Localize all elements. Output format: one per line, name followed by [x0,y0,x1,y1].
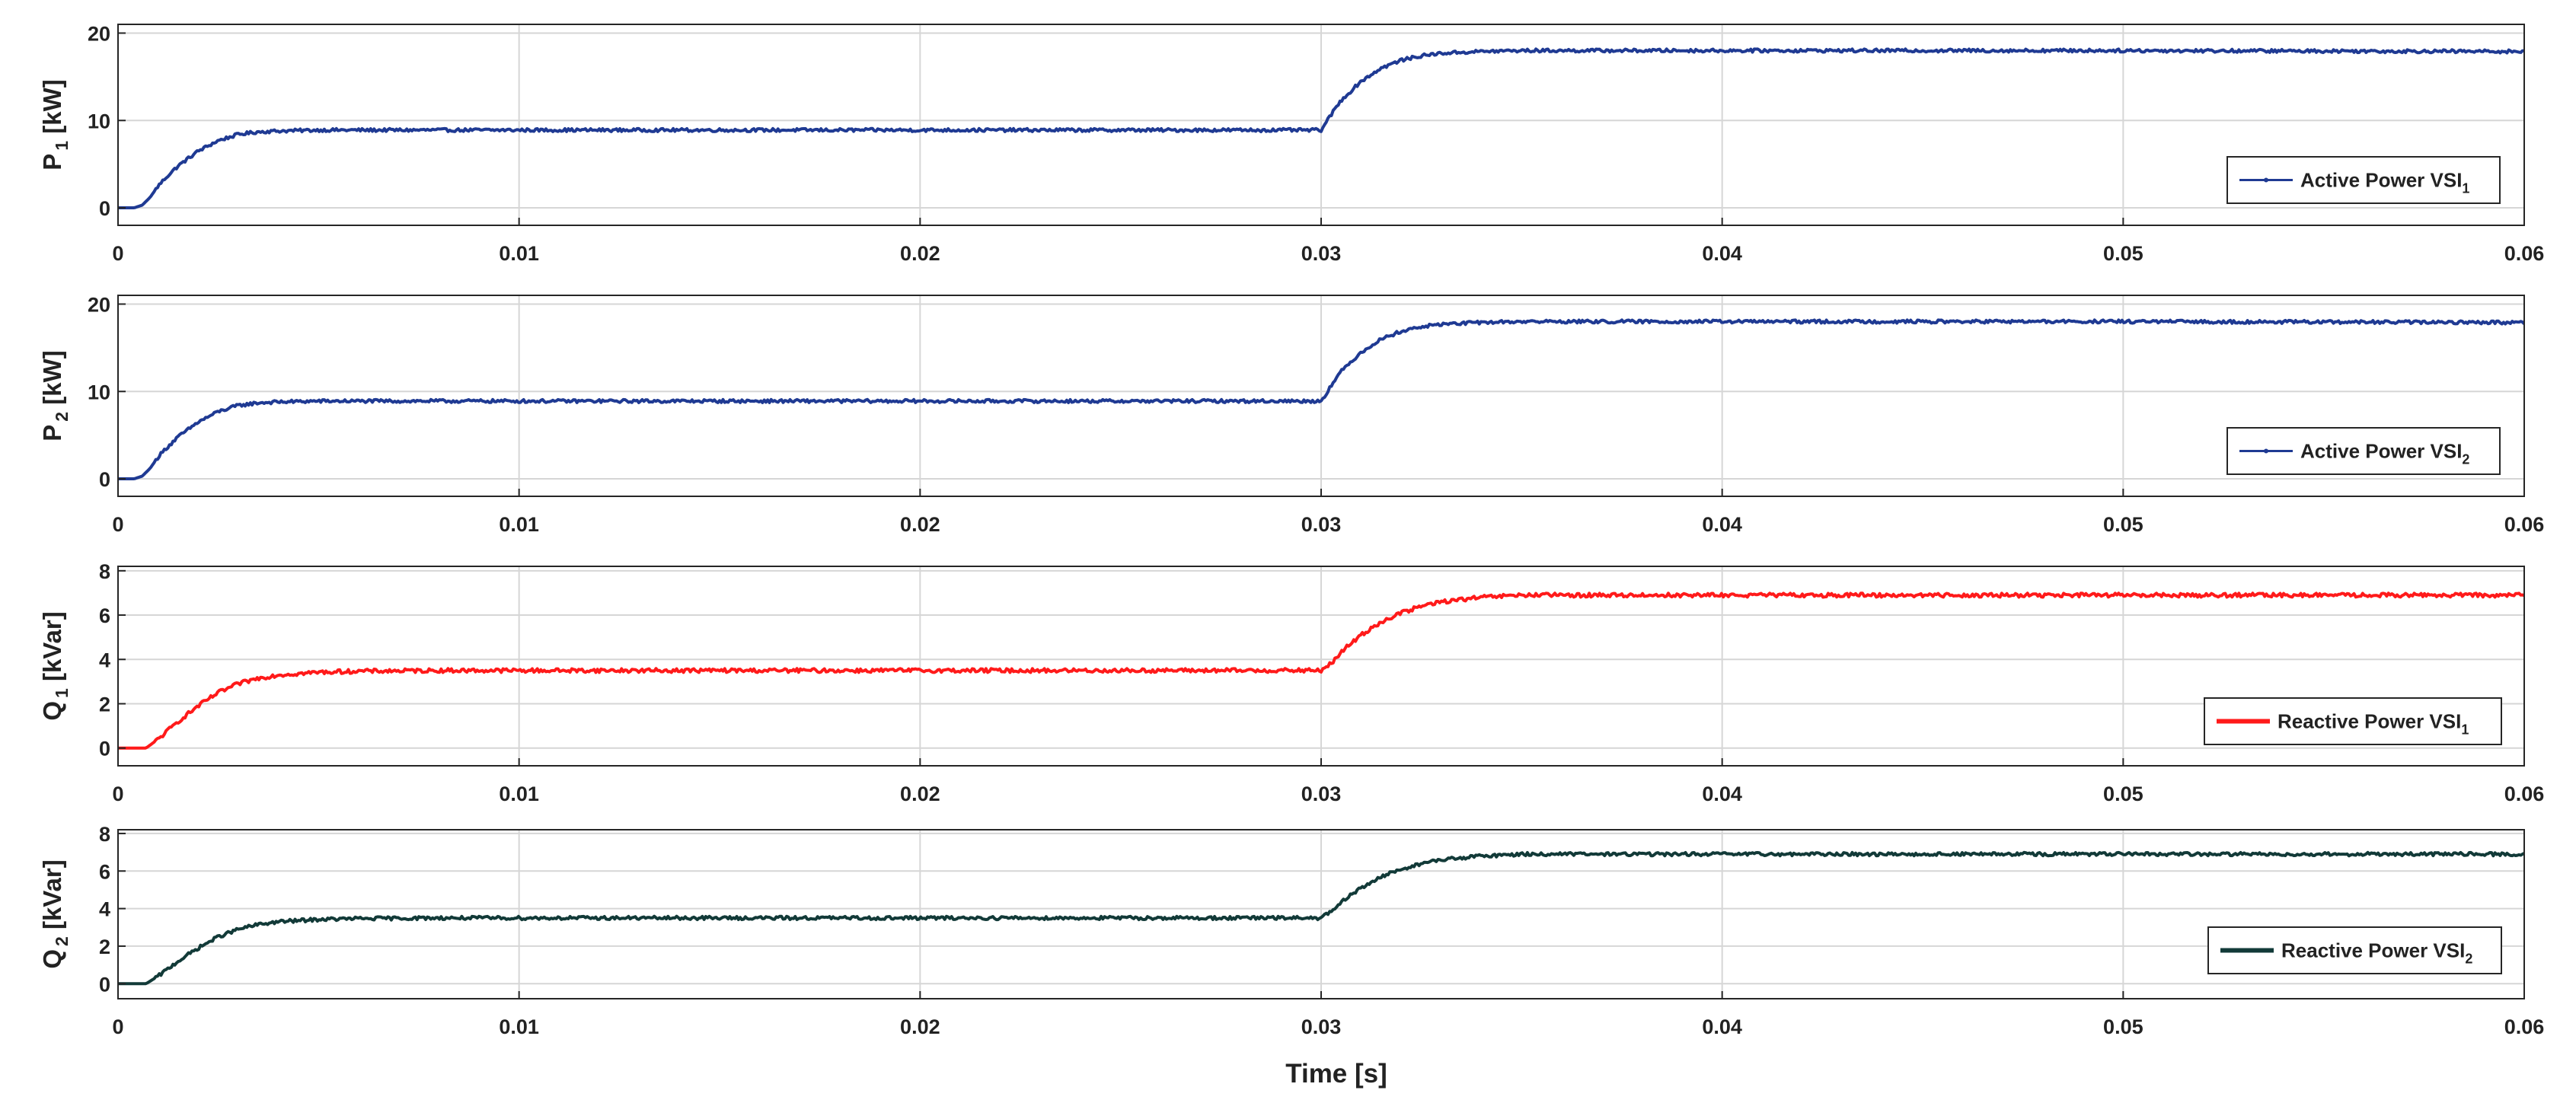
legend: Active Power VSI2 [2226,427,2501,475]
x-tick-label: 0.05 [2103,242,2143,265]
x-tick-label: 0.02 [900,513,940,536]
y-tick-label: 0 [99,197,110,220]
x-tick-label: 0.04 [1702,1015,1742,1038]
x-tick-label: 0.05 [2103,513,2143,536]
series-line-3 [118,591,2524,750]
x-tick-label: 0.01 [499,513,539,536]
y-tick-label: 6 [99,604,110,627]
y-tick-label: 2 [99,693,110,716]
legend-label: Active Power VSI1 [2300,169,2469,196]
panel-4: 0 0.01 0.02 0.03 0.04 0.05 0.06 0 2 4 6 8 Q2 [kVar] T… [38,823,2544,1089]
y-tick-label: 20 [88,293,110,316]
x-tick-label: 0.05 [2103,783,2143,805]
legend-label: Reactive Power VSI1 [2278,710,2469,738]
legend-marker [2264,448,2268,454]
y-axis-label: P1 [kW] [38,79,72,170]
x-tick-label: 0.01 [499,1015,539,1038]
legend-label: Active Power VSI2 [2300,440,2469,467]
x-tick-label: 0.06 [2504,783,2545,805]
panel-1: 0 0.01 0.02 0.03 0.04 0.05 0.06 0 10 20 P1 [kW] Act… [38,22,2544,265]
x-tick-label: 0.04 [1702,513,1742,536]
y-tick-label: 6 [99,860,110,883]
x-tick-label: 0.03 [1301,513,1342,536]
y-tick-label: 8 [99,823,110,846]
legend-marker [2264,177,2268,183]
y-tick-label: 8 [99,560,110,583]
x-tick-label: 0.02 [900,1015,940,1038]
y-tick-label: 0 [99,973,110,996]
x-tick-label: 0.03 [1301,242,1342,265]
y-tick-label: 4 [99,898,110,921]
x-axis-label: Time [s] [1285,1059,1387,1089]
legend: Active Power VSI1 [2226,156,2501,204]
x-tick-label: 0.01 [499,242,539,265]
y-tick-label: 20 [88,22,110,45]
x-tick-label: 0.03 [1301,783,1342,805]
series-line-4 [118,850,2524,986]
x-tick-label: 0.06 [2504,1015,2545,1038]
x-tick-label: 0 [112,513,123,536]
x-tick-label: 0 [112,1015,123,1038]
legend: Reactive Power VSI1 [2204,697,2502,745]
series-line-2 [118,318,2524,480]
x-tick-label: 0.03 [1301,1015,1342,1038]
x-tick-label: 0 [112,242,123,265]
x-tick-label: 0.01 [499,783,539,805]
x-tick-label: 0.06 [2504,242,2545,265]
x-tick-label: 0.06 [2504,513,2545,536]
panel-3: 0 0.01 0.02 0.03 0.04 0.05 0.06 0 2 4 6 8 Q1 [kVar] R… [38,560,2544,805]
panel-2: 0 0.01 0.02 0.03 0.04 0.05 0.06 0 10 20 P2 [kW] Act… [38,293,2544,536]
y-tick-label: 0 [99,738,110,760]
x-tick-label: 0.05 [2103,1015,2143,1038]
legend: Reactive Power VSI2 [2207,926,2502,974]
y-axis-label: Q2 [kVar] [38,859,72,968]
legend-label: Reactive Power VSI2 [2281,939,2472,967]
y-axis-label: P2 [kW] [38,350,72,441]
y-axis-label: Q1 [kVar] [38,611,72,720]
series-line-1 [118,47,2524,209]
y-tick-label: 4 [99,649,110,671]
x-tick-label: 0.04 [1702,242,1742,265]
x-tick-label: 0.02 [900,783,940,805]
y-tick-label: 10 [88,381,110,403]
x-tick-label: 0.02 [900,242,940,265]
x-tick-label: 0.04 [1702,783,1742,805]
x-tick-label: 0 [112,783,123,805]
y-tick-label: 10 [88,110,110,132]
y-tick-label: 2 [99,936,110,958]
legend-box [2207,926,2502,974]
y-tick-label: 0 [99,468,110,491]
